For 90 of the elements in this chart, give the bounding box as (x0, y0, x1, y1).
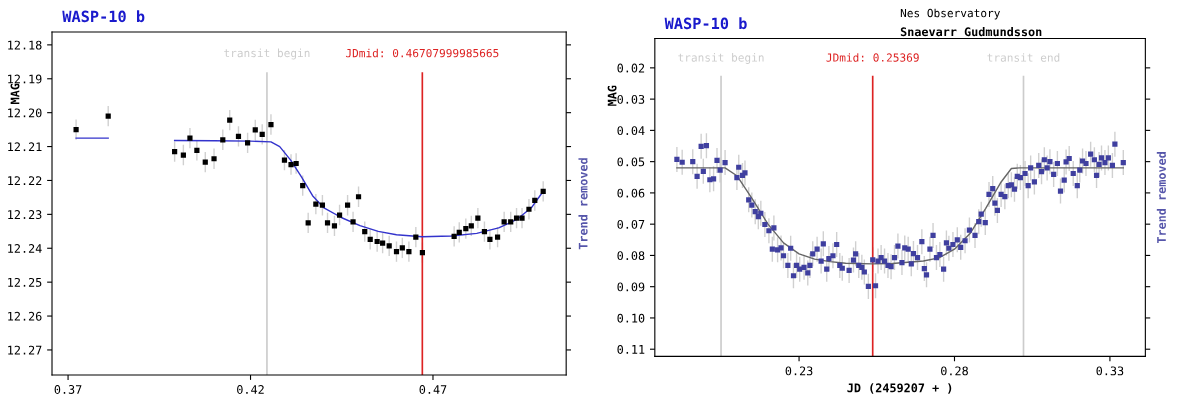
x-tick-label: 0.47 (419, 385, 447, 394)
point (180, 152, 186, 158)
point (487, 236, 493, 243)
point (362, 229, 368, 235)
y-tick-label: 0.03 (617, 94, 645, 104)
point (451, 233, 457, 239)
point (526, 206, 532, 212)
y-tick-label: 12.24 (8, 244, 42, 253)
point (227, 117, 233, 123)
point (494, 234, 501, 240)
ref-line-label: JDmid: 0.46707999985665 (345, 48, 499, 58)
point (202, 159, 208, 165)
point (324, 220, 331, 226)
point (355, 194, 362, 200)
y-tick-label: 12.25 (8, 277, 42, 287)
y-tick-label: 12.19 (8, 74, 42, 84)
x-axis-title: JD (2459207 + ) (847, 383, 952, 394)
y-tick-label: 0.07 (617, 219, 645, 229)
point (194, 147, 200, 153)
point (319, 202, 326, 208)
text: Snaevarr Gudmundsson (900, 27, 1042, 37)
point (288, 161, 294, 168)
y-tick-label: 12.27 (8, 345, 42, 355)
point (519, 215, 525, 221)
point (374, 238, 380, 245)
chart-title: WASP-10 b (62, 10, 145, 23)
point (344, 202, 351, 208)
y-axis-title: MAG (607, 85, 617, 106)
point (313, 201, 319, 207)
point (187, 135, 193, 141)
y-tick-label: 0.05 (617, 157, 645, 167)
point (513, 215, 520, 221)
y-tick-label: 0.10 (617, 313, 645, 323)
y-tick-label: 12.18 (8, 40, 42, 50)
x-tick-label: 0.33 (1096, 366, 1124, 376)
point (281, 157, 288, 163)
point (419, 250, 425, 256)
point (305, 220, 311, 226)
y-tick-label: 12.20 (8, 108, 42, 118)
point (413, 234, 419, 240)
x-tick-label: 0.23 (785, 366, 813, 376)
point (235, 133, 242, 139)
point (508, 219, 514, 225)
point (350, 219, 356, 225)
chart-subtitle: Nes Observatory (900, 8, 1000, 20)
y-tick-label: 0.04 (617, 126, 645, 136)
point (172, 149, 178, 155)
point (532, 197, 538, 204)
y-tick-label: 12.26 (8, 311, 42, 321)
point (331, 223, 338, 229)
point (501, 219, 507, 225)
point (386, 243, 392, 249)
point (268, 121, 274, 128)
point (393, 249, 400, 255)
x-tick-label: 0.28 (941, 366, 968, 376)
y-tick-label: 0.08 (617, 251, 645, 261)
text: Trend removed (1156, 152, 1166, 244)
y-tick-label: 0.06 (617, 188, 645, 198)
point (399, 245, 405, 251)
x-tick-label: 0.37 (54, 385, 82, 394)
point (259, 131, 265, 137)
y-tick-label: 0.09 (617, 282, 645, 292)
y-tick-label: 12.22 (8, 176, 42, 185)
point (245, 140, 251, 146)
point (293, 160, 299, 167)
point (105, 113, 111, 119)
text: Trend removed (578, 158, 588, 250)
y-tick-label: 12.21 (8, 142, 42, 152)
point (367, 236, 373, 243)
point (211, 156, 217, 162)
point (456, 229, 462, 235)
point (406, 249, 412, 255)
y-tick-label: 0.11 (617, 344, 645, 354)
y-axis-title: MAG (10, 83, 20, 104)
point (336, 212, 343, 218)
point (468, 223, 474, 229)
point (300, 182, 306, 189)
point (481, 229, 488, 235)
point (73, 127, 79, 133)
point (220, 137, 226, 143)
point (475, 215, 481, 221)
y-tick-label: 12.23 (8, 210, 42, 220)
chart-title: WASP-10 b (664, 17, 747, 30)
point (380, 240, 386, 246)
x-tick-label: 0.42 (237, 385, 264, 394)
point (252, 127, 258, 133)
ref-line-label: JDmid: 0.25369 (826, 53, 919, 62)
y-tick-label: 0.02 (617, 63, 645, 73)
point (463, 226, 469, 232)
point (540, 188, 546, 194)
